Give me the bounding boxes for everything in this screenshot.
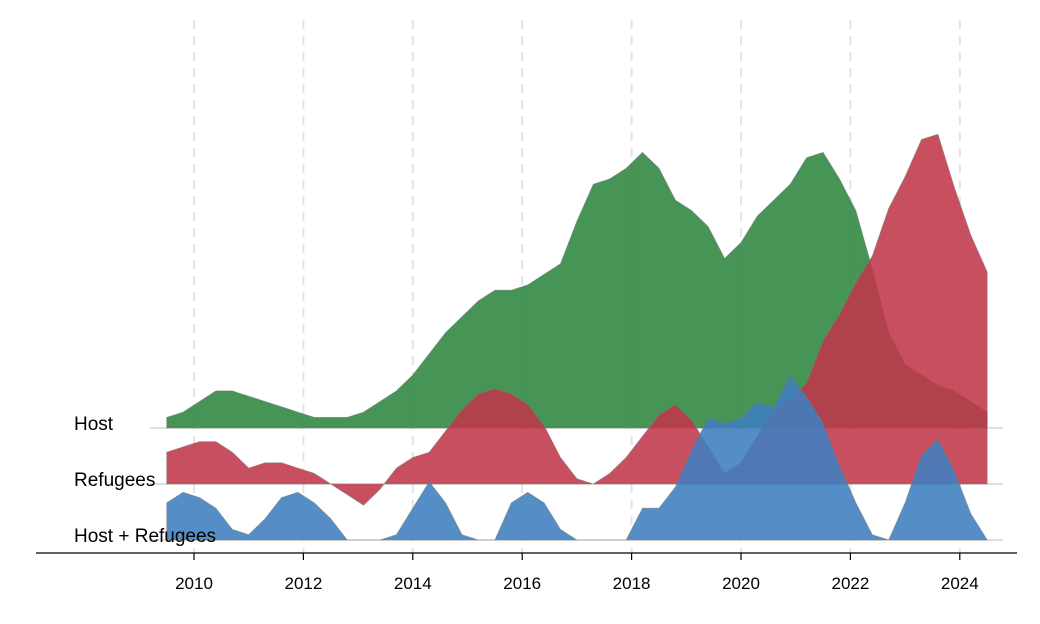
x-tick-label-2020: 2020 <box>722 574 760 593</box>
series-label-host-refugees: Host + Refugees <box>74 526 216 547</box>
row-labels: Host Refugees Host + Refugees <box>74 414 216 547</box>
series-label-refugees: Refugees <box>74 470 155 491</box>
x-tick-label-2014: 2014 <box>394 574 432 593</box>
x-axis: 2010 2012 2014 2016 2018 2020 2022 2024 <box>36 552 1017 593</box>
x-tick-label-2016: 2016 <box>503 574 541 593</box>
ridges <box>166 133 988 541</box>
series-label-host: Host <box>74 414 114 435</box>
x-tick-label-2022: 2022 <box>831 574 869 593</box>
x-tick-label-2024: 2024 <box>941 574 979 593</box>
area-host-refugees <box>166 374 988 541</box>
x-tick-label-2018: 2018 <box>613 574 651 593</box>
x-tick-label-2012: 2012 <box>284 574 322 593</box>
x-tick-label-2010: 2010 <box>175 574 213 593</box>
